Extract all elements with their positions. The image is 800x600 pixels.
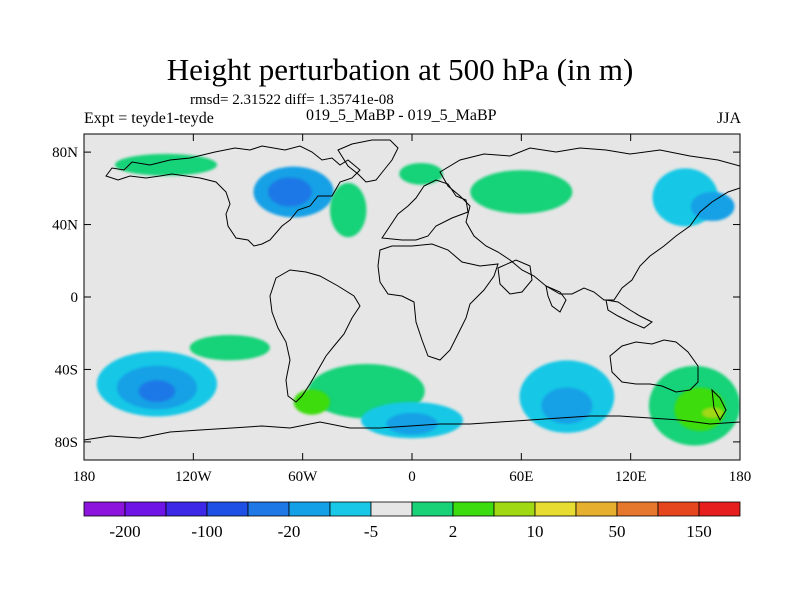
coastline-europe xyxy=(381,179,469,241)
colorbar-swatch xyxy=(575,501,618,517)
colorbar-swatch xyxy=(534,501,577,517)
anomaly-north-pacific-east-negative xyxy=(690,191,735,221)
colorbar-swatch xyxy=(657,501,700,517)
lon-tick-label: 60E xyxy=(509,469,533,485)
lat-tick-label: 0 xyxy=(71,290,79,306)
coastline-new-zealand xyxy=(711,388,727,422)
coastline-south-america xyxy=(269,269,361,403)
colorbar-swatch xyxy=(206,501,249,517)
coastline-australia xyxy=(609,339,699,393)
coastlines xyxy=(84,139,740,441)
anomaly-indian-ocean-negative-core xyxy=(541,387,593,424)
coastline-asia xyxy=(439,147,740,301)
colorbar-swatch xyxy=(288,501,331,517)
colorbar-swatch xyxy=(411,501,454,517)
lon-tick-label: 120W xyxy=(175,469,213,485)
coastline-africa xyxy=(377,243,499,361)
lon-tick-label: 60W xyxy=(288,469,318,485)
anomaly-south-pacific-negative-core xyxy=(138,380,176,403)
anomaly-central-asia-positive xyxy=(470,170,573,214)
colorbar: -200 -100 -20 -5 2 10 50 150 xyxy=(83,501,741,541)
season-label: JJA xyxy=(716,110,741,127)
colorbar-label: -200 xyxy=(109,522,140,541)
colorbar-swatch xyxy=(616,501,659,517)
coastline-north-america xyxy=(105,145,361,247)
anomaly-europe-positive xyxy=(399,162,443,185)
coastline-arabia-india xyxy=(497,259,567,313)
coastline-greenland xyxy=(337,139,399,183)
colorbar-label: 10 xyxy=(527,522,544,541)
lat-tick-label: 40N xyxy=(52,218,78,234)
colorbar-swatch xyxy=(698,501,741,517)
colorbar-swatch xyxy=(493,501,536,517)
colorbar-swatch xyxy=(83,501,126,517)
lat-tick-label: 80N xyxy=(52,145,78,161)
colorbar-swatch xyxy=(370,501,413,517)
anomaly-field xyxy=(96,153,740,446)
colorbar-swatch xyxy=(247,501,290,517)
colorbar-swatch xyxy=(329,501,372,517)
lat-tick-label: 40S xyxy=(55,362,78,378)
colorbar-label: 50 xyxy=(609,522,626,541)
anomaly-australia-positive-core xyxy=(701,407,724,419)
coastline-indonesia xyxy=(605,299,653,329)
lon-tick-label: 120E xyxy=(615,469,647,485)
lon-tick-label: 180 xyxy=(729,469,752,485)
colorbar-swatch xyxy=(124,501,167,517)
case-label: 019_5_MaBP - 019_5_MaBP xyxy=(306,107,497,124)
anomaly-north-america-negative-inner xyxy=(268,177,312,207)
colorbar-label: -20 xyxy=(278,522,301,541)
colorbar-label: 150 xyxy=(686,522,712,541)
axis-ticks: 80N 40N 0 40S 80S 180 120W 60W 0 60E 120E 180 xyxy=(52,134,751,485)
experiment-label: Expt = teyde1-teyde xyxy=(84,110,214,127)
colorbar-label: 2 xyxy=(449,522,458,541)
coastline-antarctica xyxy=(84,415,740,441)
anomaly-southern-ocean-negative-core xyxy=(386,412,438,435)
colorbar-swatch xyxy=(165,501,208,517)
colorbar-swatch xyxy=(452,501,495,517)
colorbar-label: -100 xyxy=(191,522,222,541)
lon-tick-label: 180 xyxy=(73,469,96,485)
anomaly-south-atlantic-positive-core xyxy=(293,389,330,415)
anomaly-atlantic-positive xyxy=(330,182,367,238)
anomaly-north-pacific-positive xyxy=(114,153,218,176)
anomaly-tropical-pacific-positive xyxy=(189,335,270,361)
colorbar-label: -5 xyxy=(364,522,378,541)
lat-tick-label: 80S xyxy=(55,435,78,451)
stats-label: rmsd= 2.31522 diff= 1.35741e-08 xyxy=(190,92,394,108)
lon-tick-label: 0 xyxy=(408,469,416,485)
plot-title: Height perturbation at 500 hPa (in m) xyxy=(166,52,634,87)
